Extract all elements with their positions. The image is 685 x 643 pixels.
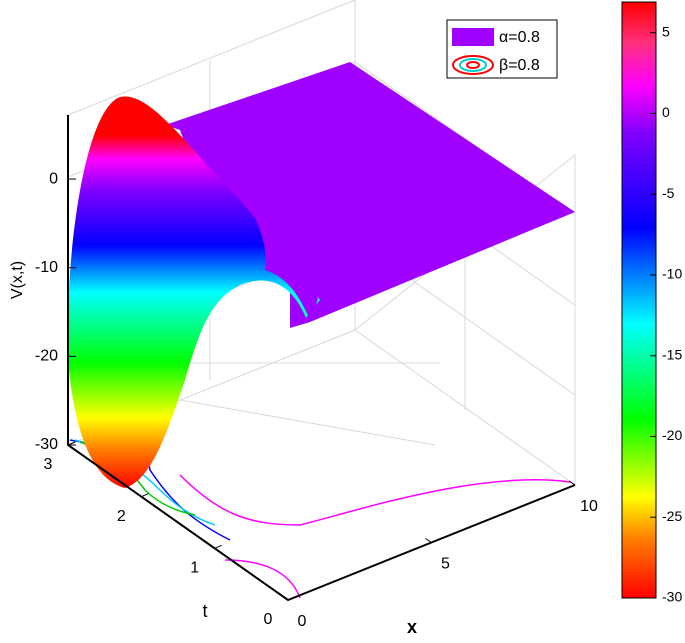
t-axis-label: t (202, 601, 207, 621)
z-tick-label: -30 (35, 436, 58, 453)
colorbar-tick-label: -10 (662, 266, 682, 282)
z-tick-label: 0 (49, 170, 58, 187)
t-tick (214, 544, 222, 549)
x-tick (425, 538, 432, 543)
legend-label: α=0.8 (499, 29, 540, 46)
z-axis-label: V(x,t) (9, 261, 26, 299)
colorbar-tick-label: 5 (662, 23, 670, 39)
colorbar-tick-label: -5 (662, 185, 675, 201)
legend-swatch (466, 61, 480, 69)
z-tick-label: -20 (35, 348, 58, 365)
colorbar-tick-label: 0 (662, 104, 670, 120)
t-tick-label: 2 (117, 508, 126, 525)
legend-swatch (452, 28, 494, 46)
t-tick (141, 493, 149, 498)
colorbar-tick-label: -30 (662, 589, 682, 605)
colorbar-tick-label: -15 (662, 346, 682, 362)
t-tick-label: 0 (264, 611, 273, 628)
legend: α=0.8 β=0.8 (446, 19, 558, 79)
colorbar-tick-label: -20 (662, 427, 682, 443)
x-tick (568, 480, 576, 486)
t-tick (287, 596, 296, 601)
t-tick (67, 441, 76, 446)
t-tick-label: 3 (44, 456, 53, 473)
x-tick-label: 10 (580, 498, 598, 515)
t-tick-label: 1 (190, 560, 199, 577)
x-tick-label: 0 (298, 613, 307, 630)
x-tick-label: 5 (441, 556, 450, 573)
legend-label: β=0.8 (499, 57, 540, 74)
x-axis-label: x (407, 617, 417, 637)
x-tick (281, 595, 289, 601)
colorbar-tick-label: -25 (662, 508, 682, 524)
z-tick-label: -10 (35, 259, 58, 276)
legend-swatch (459, 58, 487, 72)
surface (67, 62, 575, 488)
legend-swatch (452, 55, 494, 75)
colorbar (621, 1, 657, 599)
